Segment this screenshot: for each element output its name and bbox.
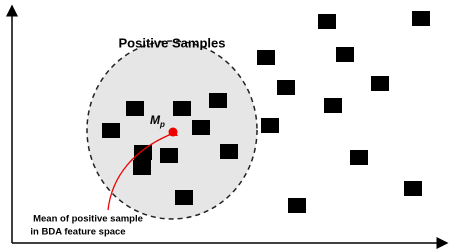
mean-subscript: p [159, 120, 165, 129]
annotation-line: Mean of positive sample [33, 214, 143, 225]
mean-point [169, 128, 178, 137]
annotation-line: in BDA feature space [30, 227, 125, 238]
diagram: Positive Samples Mp Mean of positive sam… [0, 0, 451, 250]
title: Positive Samples [119, 35, 226, 50]
